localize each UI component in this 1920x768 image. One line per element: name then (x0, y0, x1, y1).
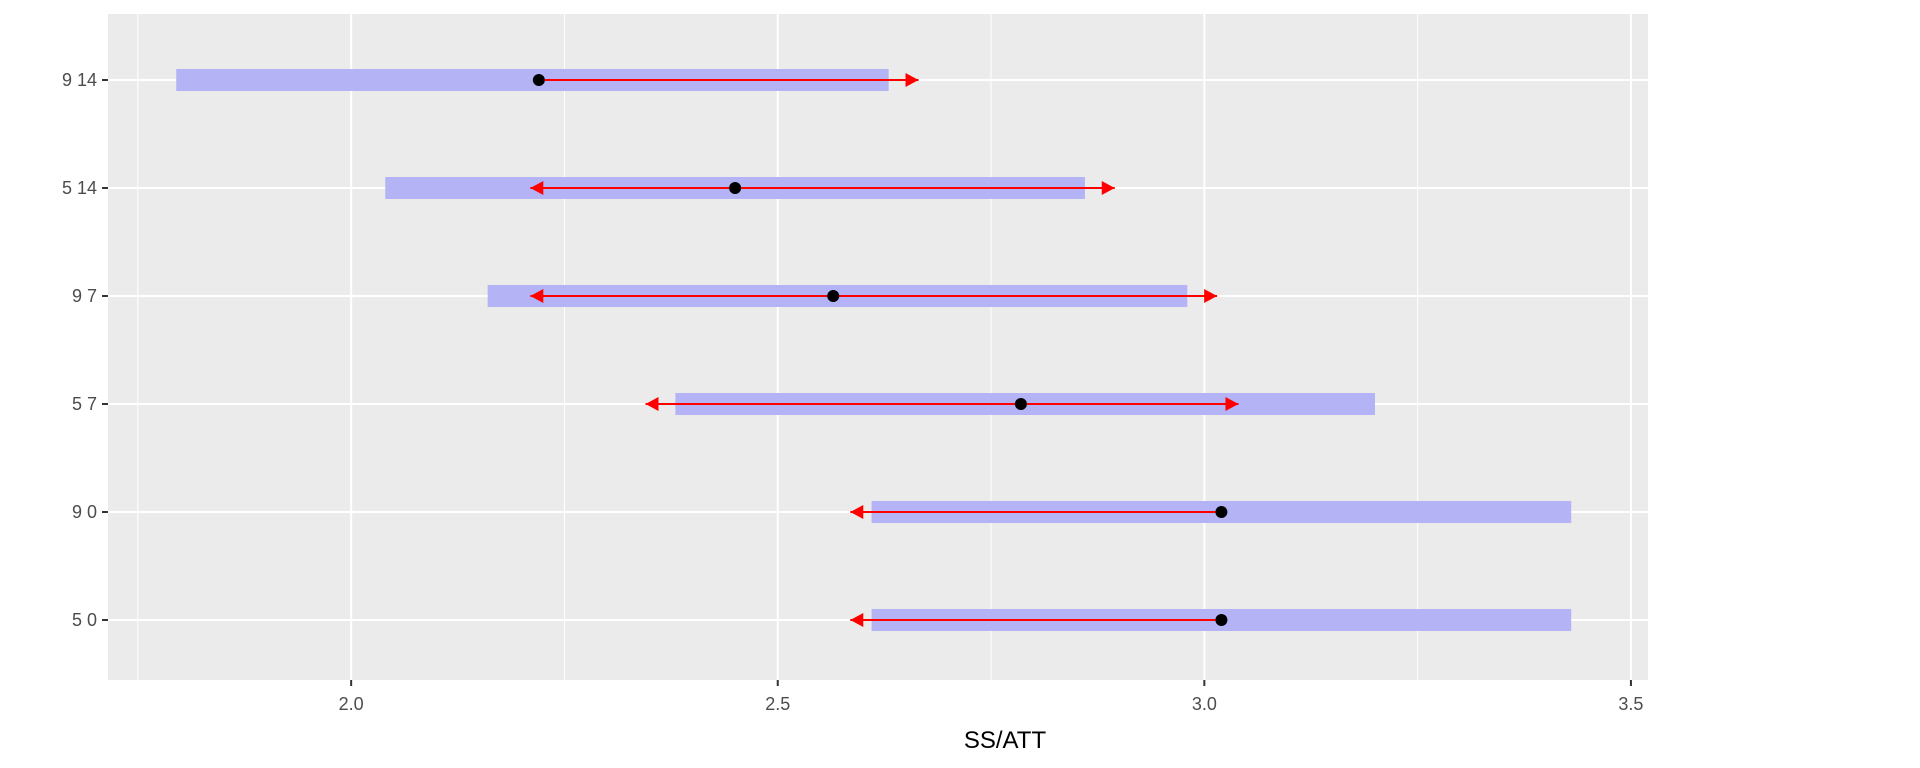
arrowhead-left (530, 181, 544, 195)
point-estimate (827, 290, 840, 302)
y-tick-label: 5 0 (72, 610, 97, 630)
arrowhead-right (1204, 289, 1218, 303)
arrowhead-left (530, 289, 544, 303)
arrowhead-right (1101, 181, 1115, 195)
x-axis-title: SS/ATT (964, 727, 1047, 754)
arrowhead-left (850, 613, 864, 627)
y-tick-label: 9 7 (72, 286, 97, 306)
arrowhead-right (1225, 397, 1239, 411)
panel-background (108, 14, 1648, 680)
y-tick-label: 9 0 (72, 502, 97, 522)
point-estimate (729, 182, 742, 194)
y-tick-label: 5 14 (62, 178, 97, 198)
point-estimates (532, 74, 1228, 626)
arrowhead-left (850, 505, 864, 519)
x-tick-label: 3.5 (1618, 694, 1643, 714)
arrowhead-right (905, 73, 919, 87)
x-tick-label: 2.5 (765, 694, 790, 714)
point-estimate (532, 74, 545, 86)
interval-band (176, 69, 889, 91)
arrowhead-left (645, 397, 659, 411)
minor-gridlines (137, 14, 1419, 680)
y-tick-label: 5 7 (72, 394, 97, 414)
point-estimate (1215, 506, 1228, 518)
x-tick-label: 3.0 (1192, 694, 1217, 714)
y-axis: 9 14 5 14 9 7 5 7 9 0 5 0 (62, 70, 108, 630)
y-tick-label: 9 14 (62, 70, 97, 90)
x-tick-label: 2.0 (339, 694, 364, 714)
arrow-intervals (530, 73, 1239, 627)
x-axis: 2.0 2.5 3.0 3.5 (339, 680, 1643, 714)
point-estimate (1215, 614, 1228, 626)
point-estimate (1014, 398, 1027, 410)
